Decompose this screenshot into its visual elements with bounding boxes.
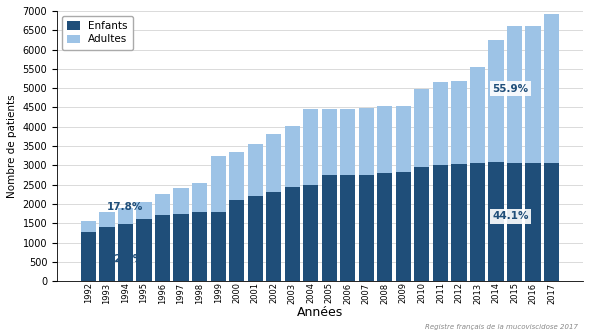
Bar — [155, 194, 170, 215]
Text: Registre français de la mucoviscidose 2017: Registre français de la mucoviscidose 20… — [425, 324, 578, 330]
Bar — [507, 163, 522, 281]
Text: 17.8%: 17.8% — [107, 202, 143, 212]
Bar — [396, 172, 411, 281]
Bar — [248, 144, 263, 196]
Bar — [81, 221, 96, 232]
Bar — [99, 227, 114, 281]
Bar — [284, 126, 300, 186]
Bar — [489, 40, 504, 162]
Bar — [192, 212, 207, 281]
Bar — [451, 164, 467, 281]
Bar — [377, 173, 392, 281]
Bar — [284, 186, 300, 281]
Bar — [322, 109, 337, 175]
Bar — [229, 152, 244, 200]
Bar — [340, 174, 355, 281]
X-axis label: Années: Années — [297, 306, 343, 319]
Bar — [173, 188, 189, 213]
Bar — [544, 14, 559, 163]
Bar — [396, 106, 411, 172]
Bar — [414, 167, 430, 281]
Bar — [526, 26, 540, 163]
Bar — [303, 109, 319, 184]
Bar — [359, 174, 374, 281]
Bar — [470, 67, 485, 163]
Legend: Enfants, Adultes: Enfants, Adultes — [62, 16, 133, 50]
Bar — [229, 200, 244, 281]
Bar — [340, 109, 355, 174]
Bar — [414, 89, 430, 167]
Bar — [211, 156, 226, 212]
Bar — [81, 232, 96, 281]
Bar — [266, 134, 281, 191]
Bar — [489, 162, 504, 281]
Bar — [118, 208, 133, 223]
Text: 82.2%: 82.2% — [107, 254, 143, 264]
Bar — [433, 82, 448, 165]
Bar — [507, 26, 522, 163]
Bar — [377, 106, 392, 173]
Bar — [322, 175, 337, 281]
Text: 44.1%: 44.1% — [492, 211, 529, 221]
Bar — [99, 212, 114, 227]
Bar — [136, 202, 152, 219]
Bar — [359, 108, 374, 174]
Bar — [155, 215, 170, 281]
Bar — [192, 183, 207, 212]
Bar — [211, 212, 226, 281]
Y-axis label: Nombre de patients: Nombre de patients — [7, 94, 17, 198]
Bar — [303, 184, 319, 281]
Bar — [266, 191, 281, 281]
Bar — [433, 165, 448, 281]
Bar — [451, 81, 467, 164]
Bar — [526, 163, 540, 281]
Bar — [136, 219, 152, 281]
Bar — [248, 196, 263, 281]
Bar — [544, 163, 559, 281]
Bar — [470, 163, 485, 281]
Text: 55.9%: 55.9% — [492, 84, 529, 94]
Bar — [118, 223, 133, 281]
Bar — [173, 213, 189, 281]
